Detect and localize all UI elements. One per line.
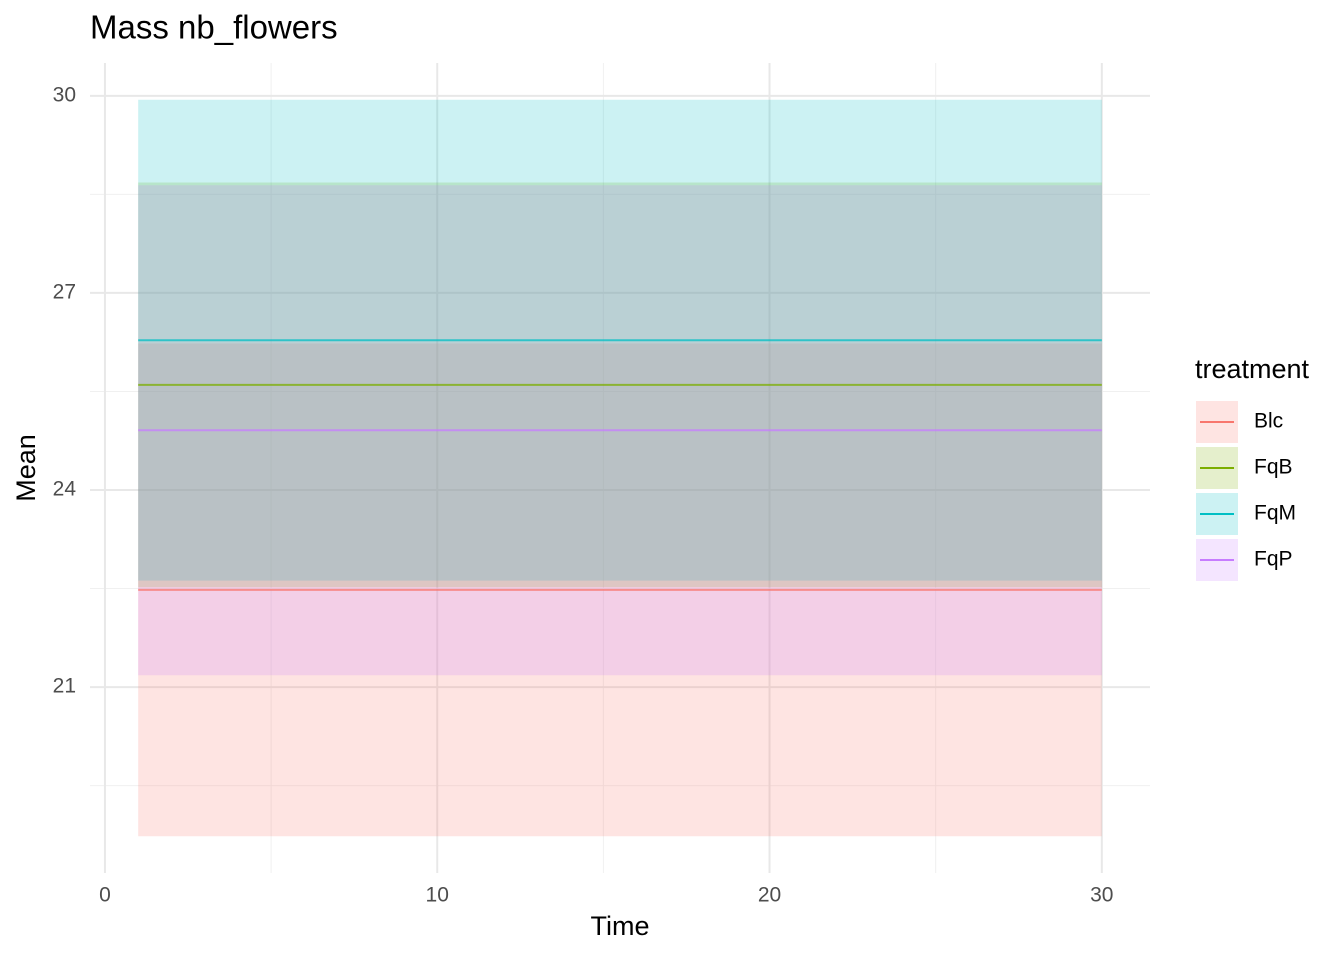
x-tick-label: 10: [426, 884, 449, 907]
x-tick-label: 0: [99, 884, 111, 907]
y-tick-label: 27: [53, 280, 76, 303]
y-tick-label: 30: [53, 83, 76, 106]
x-tick-label: 30: [1090, 884, 1113, 907]
y-tick-label: 21: [53, 675, 76, 698]
y-axis-label: Mean: [11, 434, 41, 502]
legend-label: Blc: [1254, 410, 1283, 433]
chart-title: Mass nb_flowers: [90, 9, 338, 46]
legend-title: treatment: [1195, 354, 1310, 384]
legend-label: FqP: [1254, 548, 1293, 571]
x-axis-label: Time: [591, 911, 650, 941]
legend-label: FqM: [1254, 502, 1296, 525]
x-tick-label: 20: [758, 884, 781, 907]
y-tick-label: 24: [53, 478, 77, 501]
legend-label: FqB: [1254, 456, 1293, 479]
